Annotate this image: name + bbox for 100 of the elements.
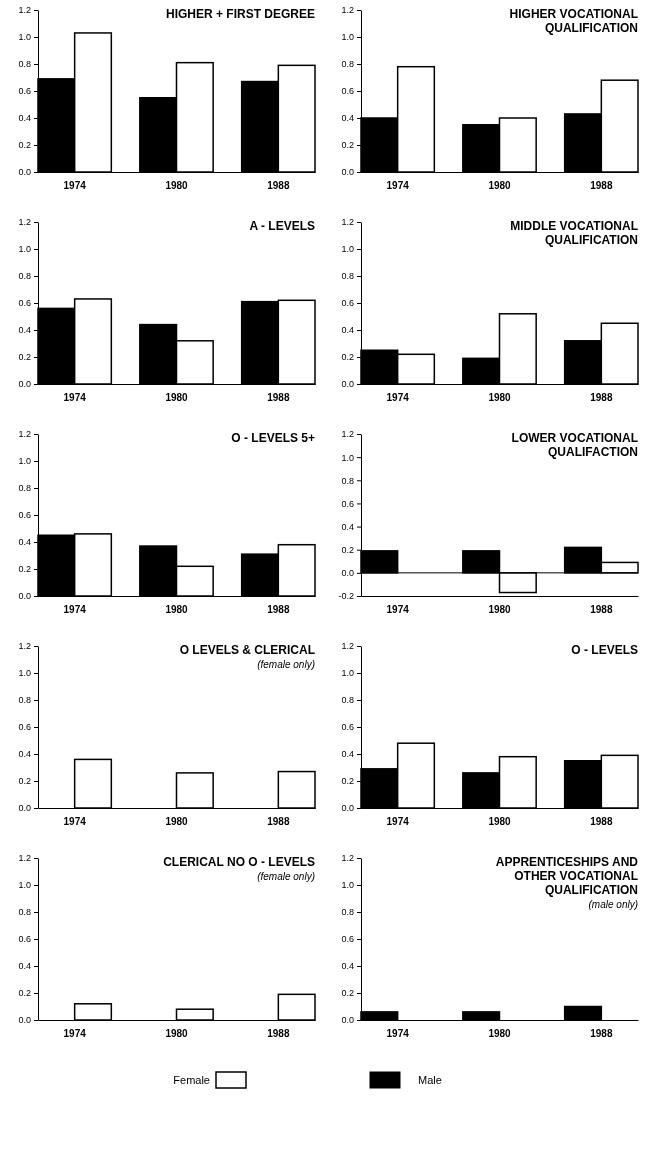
x-tick-label: 1980	[488, 392, 512, 404]
y-tick-label: 0.6	[18, 722, 31, 733]
y-tick-label: 0.6	[341, 722, 354, 733]
y-tick-label: 0.2	[341, 545, 354, 556]
y-tick-label: 0.0	[341, 379, 354, 390]
y-tick-label: 0.0	[18, 379, 31, 390]
text: Female	[173, 1074, 210, 1086]
y-tick-label: 0.6	[18, 934, 31, 945]
y-tick-label: 1.2	[18, 217, 31, 228]
y-tick-label: 0.2	[18, 776, 31, 787]
y-tick-label: 1.2	[341, 853, 354, 864]
legend-label: Male	[418, 1074, 442, 1086]
y-tick-label: 0.4	[341, 113, 354, 124]
y-tick-label: 1.0	[341, 452, 354, 463]
y-tick-label: 1.0	[18, 32, 31, 43]
y-tick-label: 0.0	[18, 803, 31, 814]
chart-title: HIGHER + FIRST DEGREE	[165, 7, 315, 21]
y-tick-label: 0.8	[341, 271, 354, 282]
x-tick-label: 1988	[267, 180, 290, 192]
y-tick-label: 0.4	[341, 749, 354, 760]
x-tick-label: 1988	[590, 604, 613, 616]
y-tick-label: 0.4	[18, 749, 31, 760]
y-tick-label: 0.6	[18, 298, 31, 309]
text: (male only)	[588, 899, 638, 910]
y-tick-label: 0.4	[18, 961, 31, 972]
y-tick-label: 0.8	[341, 907, 354, 918]
y-tick-label: 0.2	[341, 140, 354, 151]
chart-title: A - LEVELS	[249, 219, 315, 233]
x-tick-label: 1974	[386, 1028, 410, 1040]
y-tick-label: 0.2	[18, 352, 31, 363]
y-tick-label: 1.2	[18, 429, 31, 440]
y-tick-label: 0.4	[341, 325, 354, 336]
x-tick-label: 1974	[63, 180, 87, 192]
x-tick-label: 1974	[386, 604, 410, 616]
y-tick-label: 0.6	[341, 298, 354, 309]
y-tick-label: 0.8	[341, 475, 354, 486]
y-tick-label: 1.2	[18, 641, 31, 652]
y-tick-label: 0.8	[341, 695, 354, 706]
x-tick-label: 1980	[165, 392, 189, 404]
x-tick-label: 1980	[165, 604, 189, 616]
x-tick-label: 1980	[165, 180, 189, 192]
y-tick-label: 0.4	[341, 961, 354, 972]
chart-title: MIDDLE VOCATIONAL QUALIFICATION	[510, 219, 638, 247]
y-tick-label: 0.2	[18, 140, 31, 151]
x-tick-label: 1974	[386, 816, 410, 828]
y-tick-label: 1.0	[341, 32, 354, 43]
y-tick-label: 1.0	[18, 880, 31, 891]
y-tick-label: 0.8	[18, 695, 31, 706]
chart-title: O LEVELS & CLERICAL	[179, 643, 315, 657]
x-tick-label: 1988	[267, 816, 290, 828]
chart-title: HIGHER VOCATIONAL QUALIFICATION	[509, 7, 638, 35]
y-tick-label: 0.0	[341, 803, 354, 814]
y-tick-label: 1.2	[341, 429, 354, 440]
y-tick-label: 0.0	[341, 568, 354, 579]
y-tick-label: 0.0	[341, 167, 354, 178]
text: (female only)	[257, 871, 315, 882]
x-tick-label: 1974	[386, 392, 410, 404]
y-tick-label: -0.2	[338, 591, 354, 602]
chart-title: CLERICAL NO O - LEVELS	[163, 855, 315, 869]
x-tick-label: 1980	[488, 816, 512, 828]
x-tick-label: 1988	[267, 1028, 290, 1040]
y-tick-label: 0.8	[18, 271, 31, 282]
y-tick-label: 1.2	[18, 853, 31, 864]
x-tick-label: 1974	[63, 392, 87, 404]
text: (female only)	[257, 659, 315, 670]
y-tick-label: 1.2	[18, 5, 31, 16]
x-tick-label: 1980	[165, 816, 189, 828]
y-tick-label: 0.6	[341, 498, 354, 509]
x-tick-label: 1988	[590, 1028, 613, 1040]
y-tick-label: 0.2	[18, 988, 31, 999]
y-tick-label: 1.2	[341, 217, 354, 228]
y-tick-label: 0.6	[18, 510, 31, 521]
y-tick-label: 1.0	[341, 668, 354, 679]
y-tick-label: 0.4	[18, 537, 31, 548]
y-tick-label: 0.2	[18, 564, 31, 575]
y-tick-label: 0.0	[18, 591, 31, 602]
x-tick-label: 1974	[63, 816, 87, 828]
x-tick-label: 1974	[63, 1028, 87, 1040]
y-tick-label: 0.0	[341, 1015, 354, 1026]
x-tick-label: 1974	[386, 180, 410, 192]
chart-title: O - LEVELS 5+	[231, 431, 315, 445]
y-tick-label: 0.0	[18, 1015, 31, 1026]
x-tick-label: 1988	[590, 392, 613, 404]
y-tick-label: 0.8	[18, 483, 31, 494]
chart-title: O - LEVELS	[571, 643, 638, 657]
x-tick-label: 1988	[590, 816, 613, 828]
y-tick-label: 1.0	[341, 244, 354, 255]
y-tick-label: 0.8	[18, 907, 31, 918]
y-tick-label: 1.0	[18, 668, 31, 679]
x-tick-label: 1988	[590, 180, 613, 192]
y-tick-label: 1.0	[18, 244, 31, 255]
x-tick-label: 1980	[488, 604, 512, 616]
y-tick-label: 0.6	[341, 86, 354, 97]
y-tick-label: 0.4	[18, 325, 31, 336]
y-tick-label: 0.2	[341, 352, 354, 363]
y-tick-label: 1.0	[18, 456, 31, 467]
y-tick-label: 0.2	[341, 776, 354, 787]
x-tick-label: 1974	[63, 604, 87, 616]
y-tick-label: 0.6	[341, 934, 354, 945]
y-tick-label: 1.0	[341, 880, 354, 891]
